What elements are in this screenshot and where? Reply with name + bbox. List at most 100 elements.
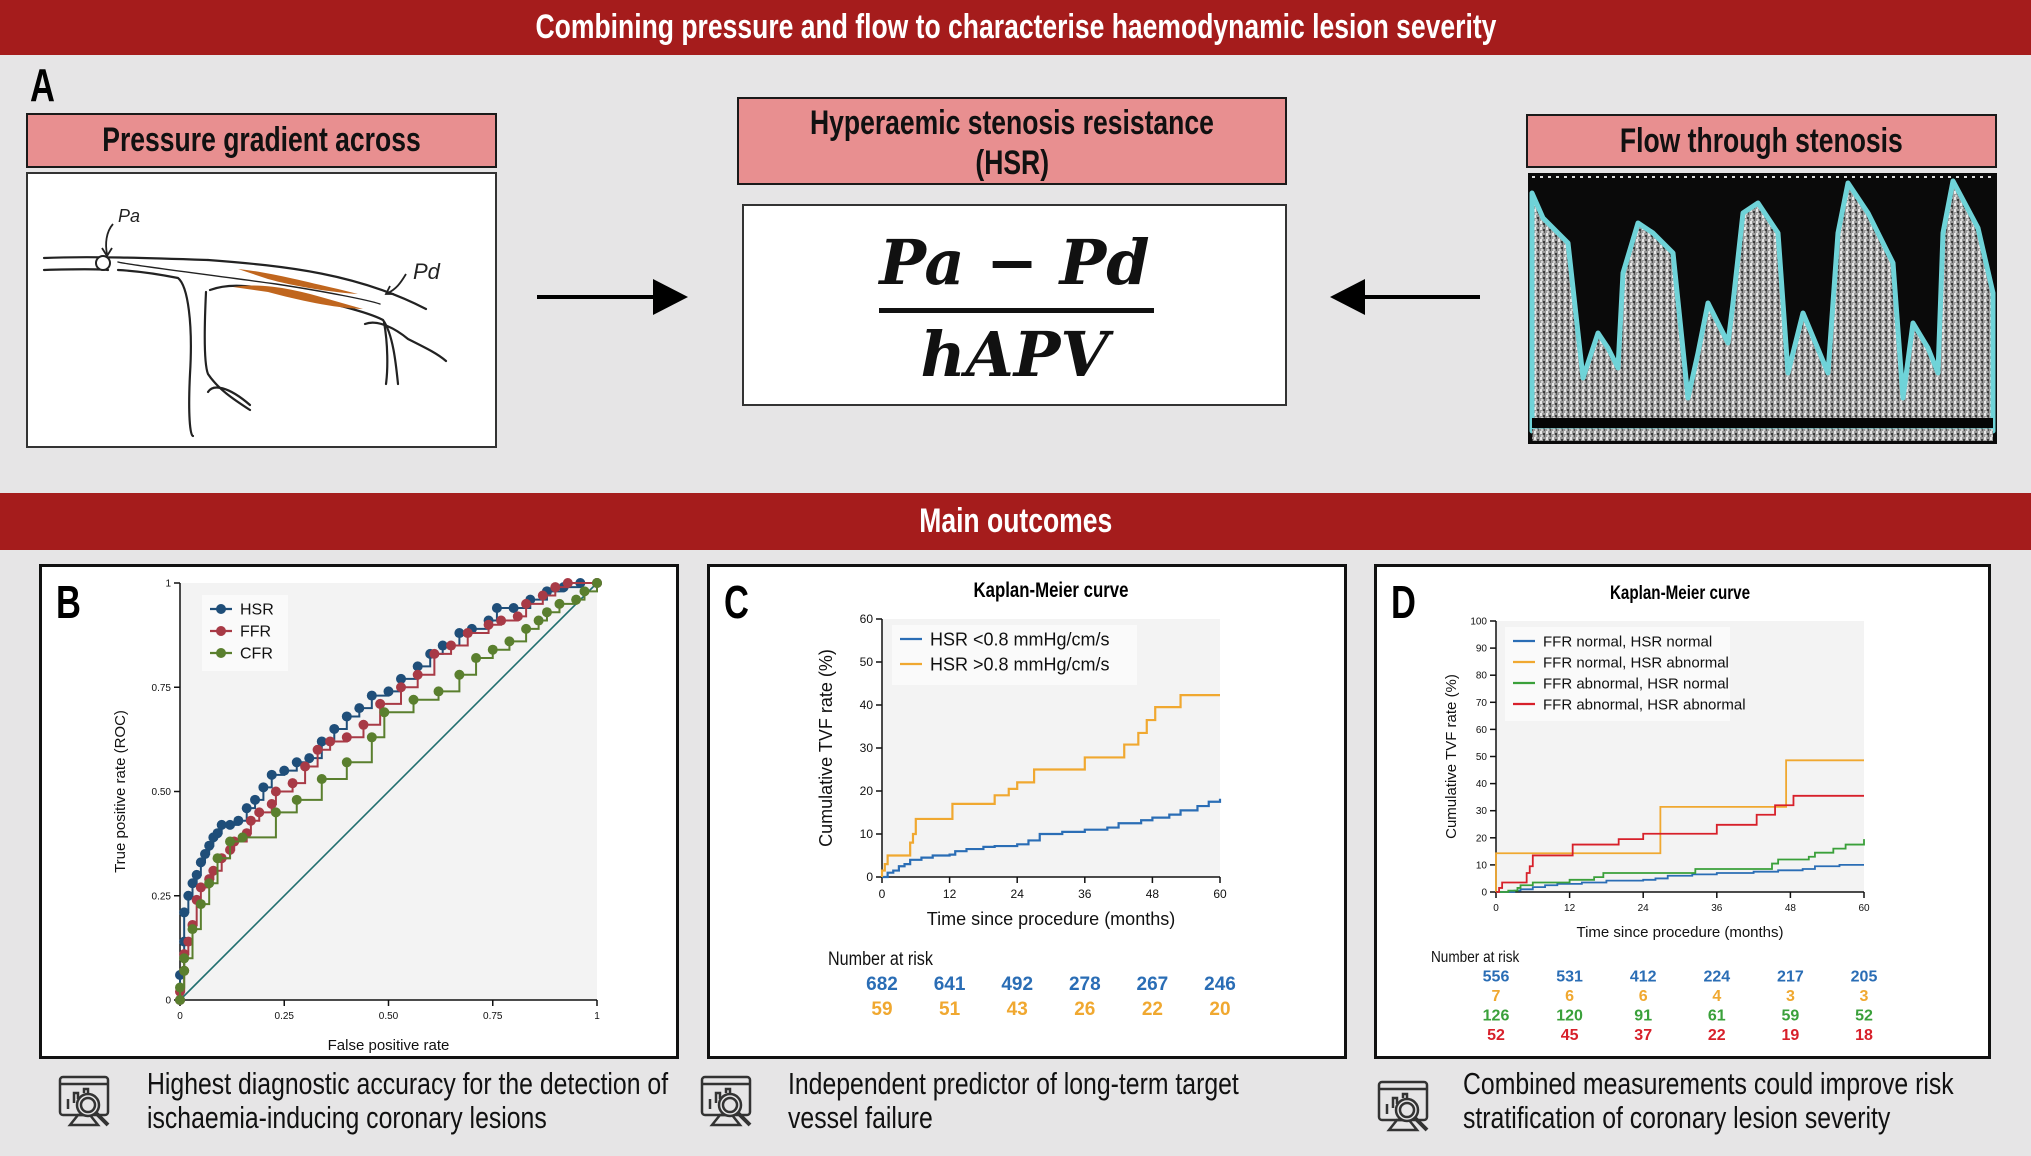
x-tick-label: 12 bbox=[943, 887, 957, 901]
number-at-risk-value: 59 bbox=[1782, 1008, 1800, 1025]
series-line bbox=[880, 694, 1220, 877]
chart-title: Kaplan-Meier curve bbox=[1610, 581, 1750, 603]
hsr-title-box: Hyperaemic stenosis resistance (HSR) bbox=[737, 97, 1287, 185]
data-point bbox=[537, 590, 548, 601]
data-point bbox=[329, 723, 340, 734]
data-point bbox=[454, 669, 465, 680]
data-point bbox=[533, 615, 544, 626]
x-tick-label: 12 bbox=[1564, 903, 1576, 914]
data-point bbox=[183, 936, 194, 947]
data-point bbox=[592, 578, 602, 588]
number-at-risk-value: 59 bbox=[871, 999, 892, 1020]
data-point bbox=[179, 965, 190, 976]
x-axis-label: False positive rate bbox=[328, 1037, 450, 1054]
series-hsr-0-8-mmhg-cm-s bbox=[882, 798, 1222, 879]
pa-label: Pa bbox=[118, 206, 140, 226]
caption-d-line1: Combined measurements could improve risk bbox=[1463, 1066, 1954, 1101]
hsr-formula-box: Pa − Pd hAPV bbox=[742, 204, 1287, 406]
number-at-risk-value: 641 bbox=[934, 974, 966, 995]
series-hsr-0-8-mmhg-cm-s bbox=[880, 694, 1220, 877]
data-point bbox=[408, 694, 419, 705]
number-at-risk-value: 3 bbox=[1786, 988, 1795, 1005]
x-tick-label: 24 bbox=[1011, 887, 1025, 901]
legend-marker bbox=[216, 648, 226, 658]
data-point bbox=[550, 582, 561, 593]
y-tick-label: 0.50 bbox=[152, 787, 172, 798]
legend-label: FFR abnormal, HSR normal bbox=[1543, 675, 1729, 692]
legend-label: FFR abnormal, HSR abnormal bbox=[1543, 696, 1746, 713]
pressure-gradient-title-box: Pressure gradient across stenosis bbox=[26, 113, 497, 209]
data-point bbox=[379, 707, 390, 718]
legend-marker bbox=[216, 626, 226, 636]
number-at-risk-label: Number at risk bbox=[828, 948, 933, 970]
series-line bbox=[1495, 759, 1864, 892]
data-point bbox=[412, 669, 423, 680]
data-point bbox=[312, 744, 323, 755]
data-point bbox=[366, 690, 377, 701]
vessel-wall-top bbox=[42, 256, 210, 262]
data-point bbox=[396, 673, 407, 684]
main-outcomes-banner: Main outcomes bbox=[0, 493, 2031, 550]
data-point bbox=[237, 832, 248, 843]
data-point bbox=[471, 653, 482, 664]
data-point bbox=[316, 773, 327, 784]
reference-diagonal bbox=[179, 582, 598, 1001]
monitor-analytics-icon bbox=[700, 1075, 752, 1127]
data-point bbox=[195, 857, 206, 868]
x-tick-label: 48 bbox=[1785, 903, 1797, 914]
data-point bbox=[366, 732, 377, 743]
data-point bbox=[175, 982, 185, 993]
arrow-left-icon bbox=[1330, 279, 1480, 315]
number-at-risk-value: 51 bbox=[939, 999, 961, 1020]
panel-b-letter: B bbox=[56, 576, 81, 628]
panel-d: D Kaplan-Meier curve 0 12 24 36 48 60 0 10 20 30 40… bbox=[1374, 564, 1991, 1059]
series-ffr-normal-hsr-abnormal bbox=[1495, 759, 1864, 892]
legend-label: CFR bbox=[240, 646, 273, 663]
number-at-risk-label: Number at risk bbox=[1431, 949, 1520, 966]
data-point bbox=[412, 661, 423, 672]
formula-denominator: hAPV bbox=[920, 318, 1109, 391]
number-at-risk-value: 682 bbox=[866, 974, 898, 995]
data-point bbox=[300, 761, 311, 772]
monitor-analytics-icon bbox=[58, 1075, 110, 1127]
number-at-risk-value: 20 bbox=[1209, 999, 1230, 1020]
data-point bbox=[200, 849, 211, 860]
data-point bbox=[383, 686, 394, 697]
number-at-risk-value: 26 bbox=[1074, 999, 1095, 1020]
pd-pointer-icon bbox=[387, 273, 407, 294]
data-point bbox=[291, 794, 302, 805]
data-point bbox=[483, 619, 494, 630]
data-point bbox=[508, 603, 519, 614]
data-point bbox=[375, 698, 386, 709]
y-tick-label: 60 bbox=[860, 612, 874, 626]
number-at-risk-value: 267 bbox=[1137, 974, 1169, 995]
y-tick-label: 30 bbox=[860, 741, 874, 755]
data-point bbox=[341, 732, 352, 743]
data-point bbox=[195, 899, 206, 910]
legend-label: HSR <0.8 mmHg/cm/s bbox=[930, 629, 1110, 649]
x-axis-label: Time since procedure (months) bbox=[1576, 924, 1783, 941]
number-at-risk-value: 492 bbox=[1001, 974, 1033, 995]
data-point bbox=[304, 753, 315, 764]
data-point bbox=[429, 648, 440, 659]
series-hsr bbox=[175, 578, 602, 1005]
caption-d: Combined measurements could improve risk… bbox=[1463, 1067, 2031, 1135]
pressure-sketch-box: Pa Pd bbox=[26, 172, 497, 448]
y-tick-label: 0 bbox=[866, 870, 873, 884]
panel-c-letter: C bbox=[724, 576, 749, 628]
data-point bbox=[266, 799, 277, 810]
data-point bbox=[487, 644, 498, 655]
branch-1-left bbox=[116, 268, 195, 438]
number-at-risk-value: 278 bbox=[1069, 974, 1101, 995]
legend: HSR FFR CFR bbox=[202, 595, 288, 671]
y-tick-label: 50 bbox=[1476, 752, 1488, 763]
panel-d-letter: D bbox=[1391, 576, 1416, 628]
caption-b: Highest diagnostic accuracy for the dete… bbox=[147, 1067, 798, 1135]
caption-c: Independent predictor of long-term targe… bbox=[788, 1067, 1352, 1135]
y-tick-label: 0 bbox=[165, 996, 171, 1007]
main-outcomes-title: Main outcomes bbox=[918, 502, 1113, 540]
data-point bbox=[541, 607, 552, 618]
legend-marker bbox=[216, 604, 226, 614]
data-point bbox=[521, 598, 532, 609]
